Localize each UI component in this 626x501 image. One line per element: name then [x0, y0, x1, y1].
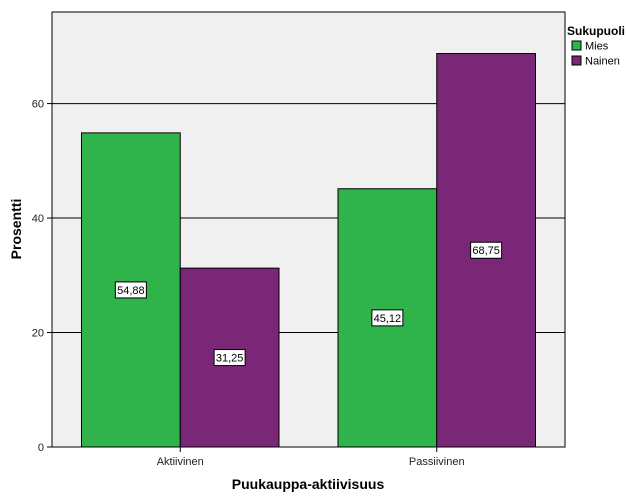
data-label-box: [470, 241, 503, 259]
y-tick-label: 40: [32, 213, 44, 225]
y-axis-title: Prosentti: [8, 199, 24, 260]
x-axis-title: Puukauppa-aktiivisuus: [232, 476, 385, 492]
y-tick-label: 20: [32, 328, 44, 340]
y-tick-label: 60: [32, 99, 44, 111]
legend: Sukupuoli Mies Nainen: [567, 24, 625, 68]
data-label: 31,25: [216, 353, 244, 365]
legend-title: Sukupuoli: [567, 24, 625, 38]
data-label-box: [213, 349, 246, 367]
legend-swatch: [571, 40, 582, 51]
legend-label: Mies: [585, 41, 609, 53]
legend-swatch: [571, 55, 582, 66]
data-label: 54,88: [117, 285, 145, 297]
data-labels-group: 54,88 31,25 45,12 68,75: [114, 241, 503, 367]
data-label-box: [371, 309, 404, 327]
data-label-box: [114, 281, 147, 299]
y-axis: 0 20 40 60: [32, 99, 52, 454]
legend-label: Nainen: [585, 56, 620, 68]
x-tick-label: Aktiivinen: [157, 456, 204, 468]
x-tick-label: Passiivinen: [409, 456, 465, 468]
data-label: 68,75: [472, 245, 500, 257]
y-tick-label: 0: [38, 442, 44, 454]
data-label: 45,12: [374, 313, 402, 325]
x-axis: Aktiivinen Passiivinen: [157, 447, 465, 468]
